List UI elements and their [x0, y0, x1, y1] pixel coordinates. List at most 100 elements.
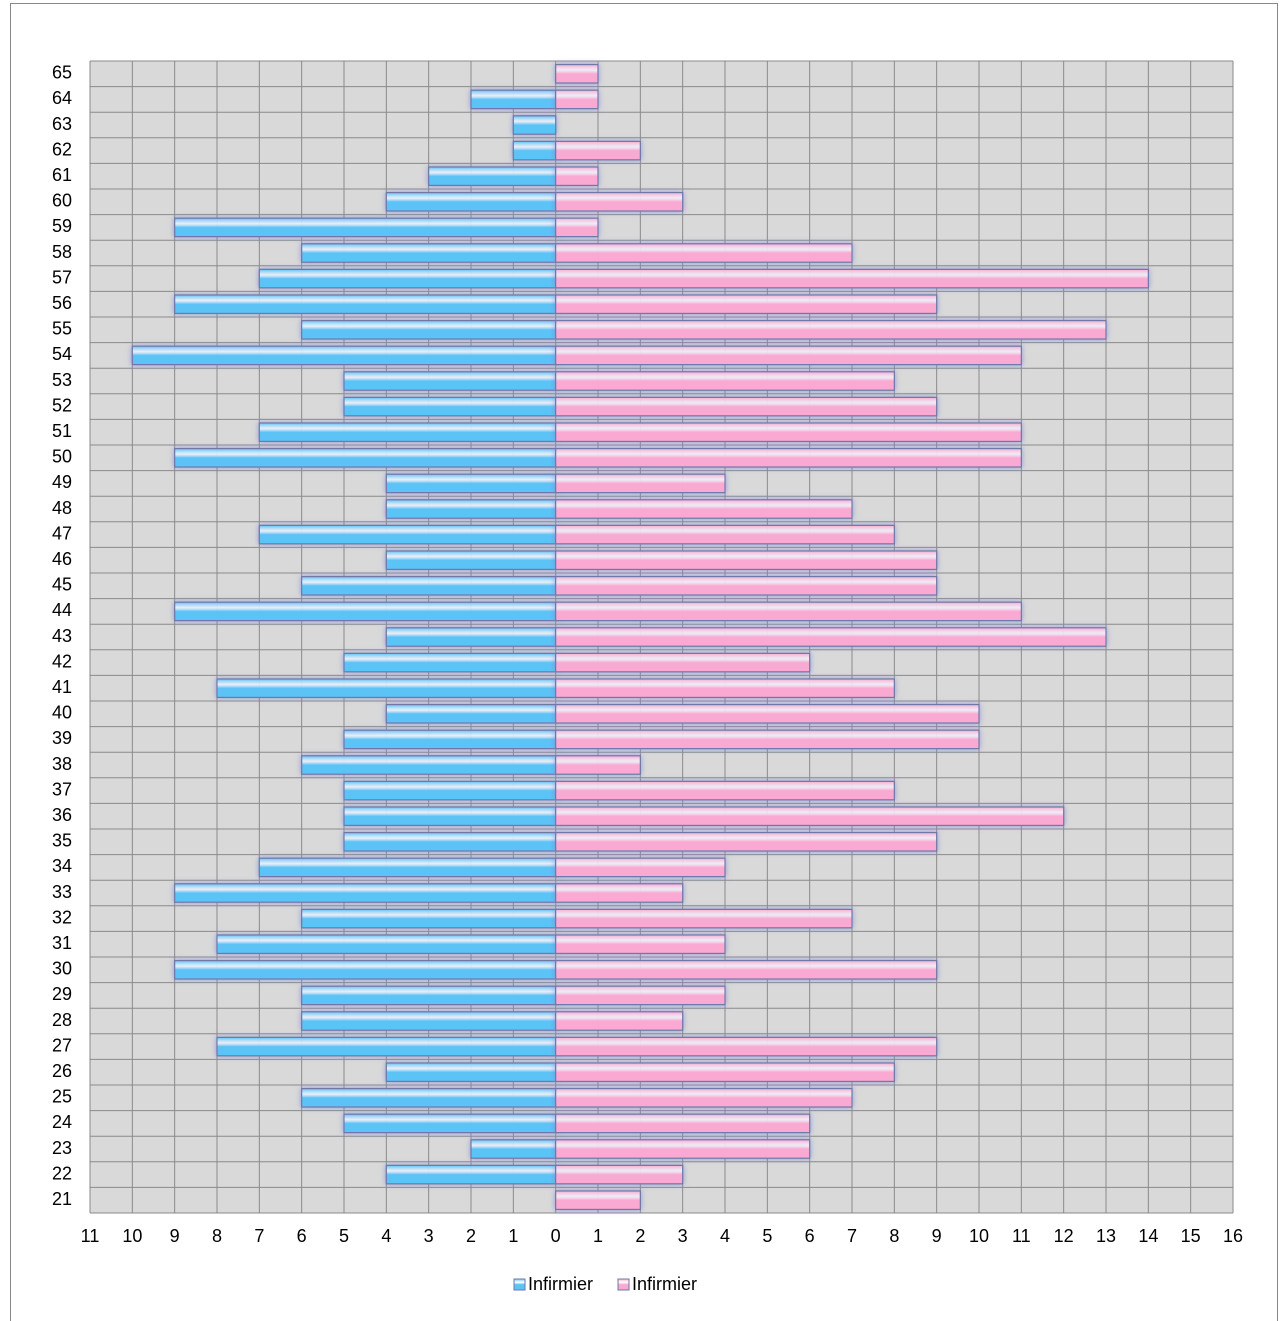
- bar: [343, 396, 557, 417]
- x-tick-label: 9: [932, 1226, 942, 1246]
- bar: [174, 959, 557, 980]
- bar: [555, 985, 726, 1006]
- bar: [555, 1139, 811, 1159]
- bar: [555, 499, 853, 519]
- bar: [343, 729, 557, 750]
- bar: [555, 934, 726, 955]
- y-tick-label: 52: [52, 395, 72, 415]
- bar: [216, 934, 557, 955]
- bar: [555, 447, 1022, 468]
- bar: [555, 191, 684, 212]
- x-tick-label: 10: [122, 1226, 142, 1246]
- y-tick-label: 63: [52, 114, 72, 134]
- y-tick-label: 64: [52, 88, 72, 108]
- x-tick-label: 13: [1096, 1226, 1116, 1246]
- bar: [555, 1164, 684, 1185]
- y-tick-label: 26: [52, 1061, 72, 1081]
- y-tick-label: 22: [52, 1163, 72, 1183]
- bar: [555, 857, 726, 878]
- y-tick-label: 57: [52, 267, 72, 287]
- y-tick-label: 51: [52, 421, 72, 441]
- y-tick-label: 61: [52, 165, 72, 185]
- y-tick-label: 29: [52, 984, 72, 1004]
- y-tick-label: 24: [52, 1112, 72, 1132]
- y-tick-label: 46: [52, 549, 72, 569]
- bar: [555, 550, 938, 571]
- bar: [555, 1011, 684, 1031]
- y-tick-label: 42: [52, 651, 72, 671]
- bar: [428, 166, 557, 187]
- x-tick-label: 7: [847, 1226, 857, 1246]
- bar: [512, 140, 557, 161]
- bar: [216, 1036, 557, 1057]
- y-tick-label: 40: [52, 703, 72, 723]
- bar: [512, 115, 557, 135]
- bar: [555, 166, 599, 187]
- x-tick-label: 5: [339, 1226, 349, 1246]
- bar: [343, 652, 557, 673]
- x-tick-label: 10: [969, 1226, 989, 1246]
- y-tick-label: 41: [52, 677, 72, 697]
- y-tick-label: 37: [52, 779, 72, 799]
- bar: [555, 883, 684, 903]
- bar: [301, 1087, 557, 1108]
- bar: [385, 627, 557, 647]
- bar: [555, 806, 1065, 827]
- bar: [555, 89, 599, 110]
- bar: [555, 294, 938, 315]
- bar: [555, 1036, 938, 1057]
- bar: [216, 678, 557, 699]
- bar: [174, 294, 557, 315]
- x-tick-label: 2: [635, 1226, 645, 1246]
- x-tick-label: 14: [1138, 1226, 1158, 1246]
- bar: [555, 601, 1022, 622]
- bar: [555, 1087, 853, 1108]
- bar: [555, 652, 811, 673]
- bar: [555, 63, 599, 84]
- y-tick-label: 36: [52, 805, 72, 825]
- bar: [555, 780, 895, 801]
- bar: [555, 703, 980, 724]
- y-tick-label: 65: [52, 63, 72, 83]
- y-tick-label: 33: [52, 882, 72, 902]
- bar: [555, 755, 641, 775]
- bar: [555, 243, 853, 263]
- x-tick-label: 15: [1181, 1226, 1201, 1246]
- bar: [301, 908, 557, 929]
- y-tick-label: 58: [52, 242, 72, 262]
- bar: [555, 729, 980, 750]
- x-tick-label: 11: [81, 1226, 100, 1246]
- y-tick-label: 55: [52, 319, 72, 339]
- x-tick-label: 11: [1012, 1226, 1031, 1246]
- y-tick-label: 49: [52, 472, 72, 492]
- y-tick-label: 45: [52, 575, 72, 595]
- y-tick-label: 25: [52, 1087, 72, 1107]
- y-tick-label: 48: [52, 498, 72, 518]
- bar: [301, 985, 557, 1006]
- y-tick-label: 62: [52, 139, 72, 159]
- y-tick-label: 47: [52, 523, 72, 543]
- y-tick-label: 38: [52, 754, 72, 774]
- x-tick-label: 8: [212, 1226, 222, 1246]
- y-tick-label: 21: [52, 1189, 72, 1209]
- bar: [555, 1113, 811, 1134]
- x-tick-label: 2: [466, 1226, 476, 1246]
- bar: [555, 627, 1107, 647]
- bar: [555, 422, 1022, 443]
- x-tick-label: 8: [889, 1226, 899, 1246]
- y-tick-label: 35: [52, 831, 72, 851]
- y-tick-label: 43: [52, 626, 72, 646]
- bar: [301, 575, 557, 596]
- y-tick-label: 54: [52, 344, 72, 364]
- bar: [301, 243, 557, 263]
- bar: [555, 473, 726, 494]
- bar: [470, 1139, 557, 1159]
- bar: [258, 422, 557, 443]
- y-tick-label: 59: [52, 216, 72, 236]
- legend-label: Infirmier: [528, 1274, 593, 1294]
- y-tick-label: 28: [52, 1010, 72, 1030]
- bar: [385, 191, 557, 212]
- bar: [555, 1062, 895, 1083]
- bar: [555, 908, 853, 929]
- x-tick-label: 1: [508, 1226, 518, 1246]
